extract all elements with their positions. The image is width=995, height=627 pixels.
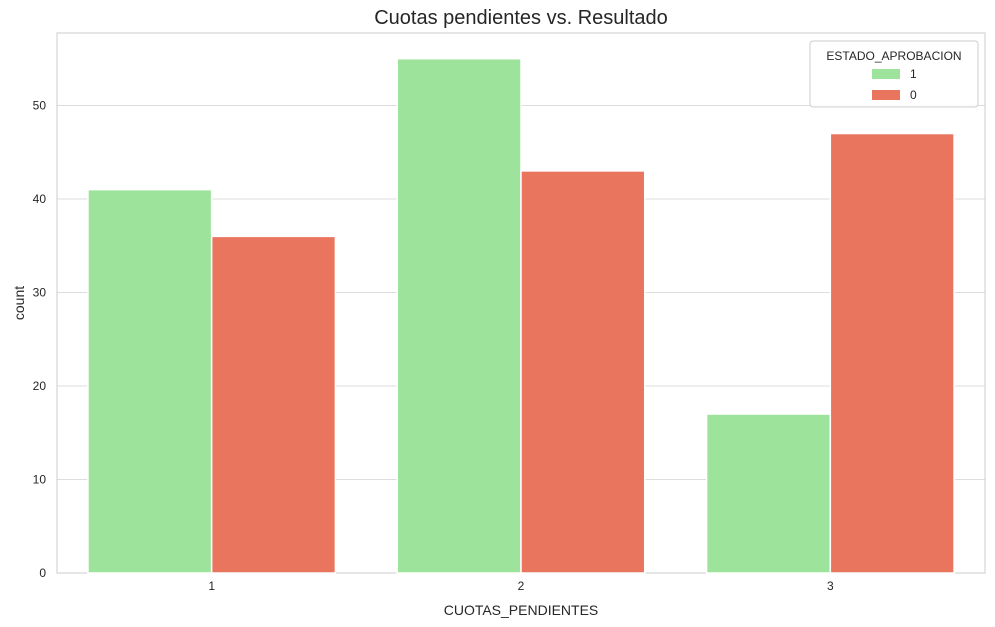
y-tick-label: 40: [33, 192, 47, 206]
bar-1-series-0: [210, 235, 337, 574]
y-tick-label: 30: [33, 285, 47, 299]
y-tick-label: 50: [33, 98, 47, 112]
x-tick-label: 3: [827, 579, 834, 593]
legend-label-0: 0: [910, 88, 917, 102]
legend-swatch-0: [872, 90, 900, 100]
chart-title: Cuotas pendientes vs. Resultado: [374, 7, 668, 29]
bar-2-series-1: [396, 57, 522, 574]
bar-1-series-1: [87, 188, 213, 574]
bar-3-series-0: [829, 132, 955, 574]
y-tick-label: 10: [33, 472, 47, 486]
y-axis-label: count: [11, 286, 27, 320]
x-axis-label: CUOTAS_PENDIENTES: [444, 602, 599, 618]
x-tick-label: 1: [208, 579, 215, 593]
legend-swatch-1: [872, 69, 900, 79]
legend-title: ESTADO_APROBACION: [826, 49, 961, 63]
bars: [87, 57, 955, 574]
bar-3-series-1: [705, 413, 832, 574]
y-tick-labels: 0 10 20 30 40 50: [33, 98, 47, 580]
x-tick-labels: 1 2 3: [208, 579, 834, 593]
legend-label-1: 1: [910, 67, 917, 81]
legend: ESTADO_APROBACION 1 0: [809, 40, 979, 108]
y-tick-label: 0: [39, 566, 46, 580]
bar-2-series-0: [520, 170, 646, 574]
x-tick-label: 2: [518, 579, 525, 593]
y-tick-label: 20: [33, 379, 47, 393]
